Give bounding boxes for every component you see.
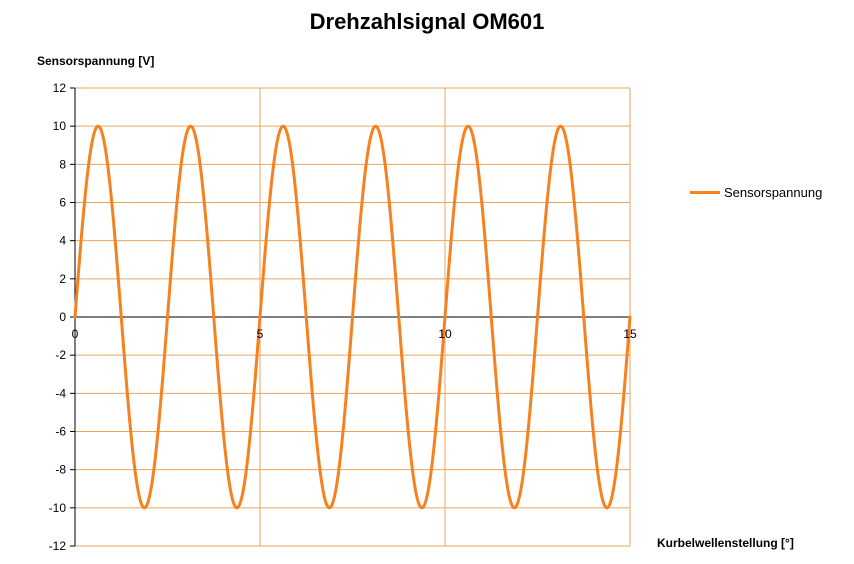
y-tick-label: 0 bbox=[59, 310, 66, 324]
legend-label: Sensorspannung bbox=[724, 185, 823, 200]
y-tick-label: -6 bbox=[55, 425, 66, 439]
x-tick-label: 0 bbox=[72, 327, 79, 341]
legend: Sensorspannung bbox=[690, 185, 822, 200]
x-tick-label: 10 bbox=[438, 327, 452, 341]
series-layer bbox=[73, 124, 632, 510]
y-tick-label: -10 bbox=[49, 501, 67, 515]
legend-swatch bbox=[690, 191, 720, 194]
chart-title: Drehzahlsignal OM601 bbox=[309, 9, 545, 34]
y-tick-label: -2 bbox=[55, 348, 66, 362]
tick-labels: 12 10 8 6 4 2 0 -2 -4 -6 -8 -10 -12 0 5 10 15 bbox=[49, 81, 637, 553]
y-tick-label: 8 bbox=[59, 157, 66, 171]
y-tick-label: 2 bbox=[59, 272, 66, 286]
y-tick-label: 6 bbox=[59, 196, 66, 210]
series-line-sensorspannung bbox=[73, 124, 632, 510]
y-tick-label: 10 bbox=[53, 119, 67, 133]
y-tick-label: -8 bbox=[55, 463, 66, 477]
x-tick-label: 15 bbox=[623, 327, 637, 341]
y-tick-label: 4 bbox=[59, 234, 66, 248]
y-tick-label: -12 bbox=[49, 539, 67, 553]
x-tick-label: 5 bbox=[257, 327, 264, 341]
y-tick-label: -4 bbox=[55, 386, 66, 400]
y-axis-title: Sensorspannung [V] bbox=[37, 54, 155, 68]
y-tick-label: 12 bbox=[53, 81, 67, 95]
x-axis-title: Kurbelwellenstellung [°] bbox=[657, 536, 794, 550]
